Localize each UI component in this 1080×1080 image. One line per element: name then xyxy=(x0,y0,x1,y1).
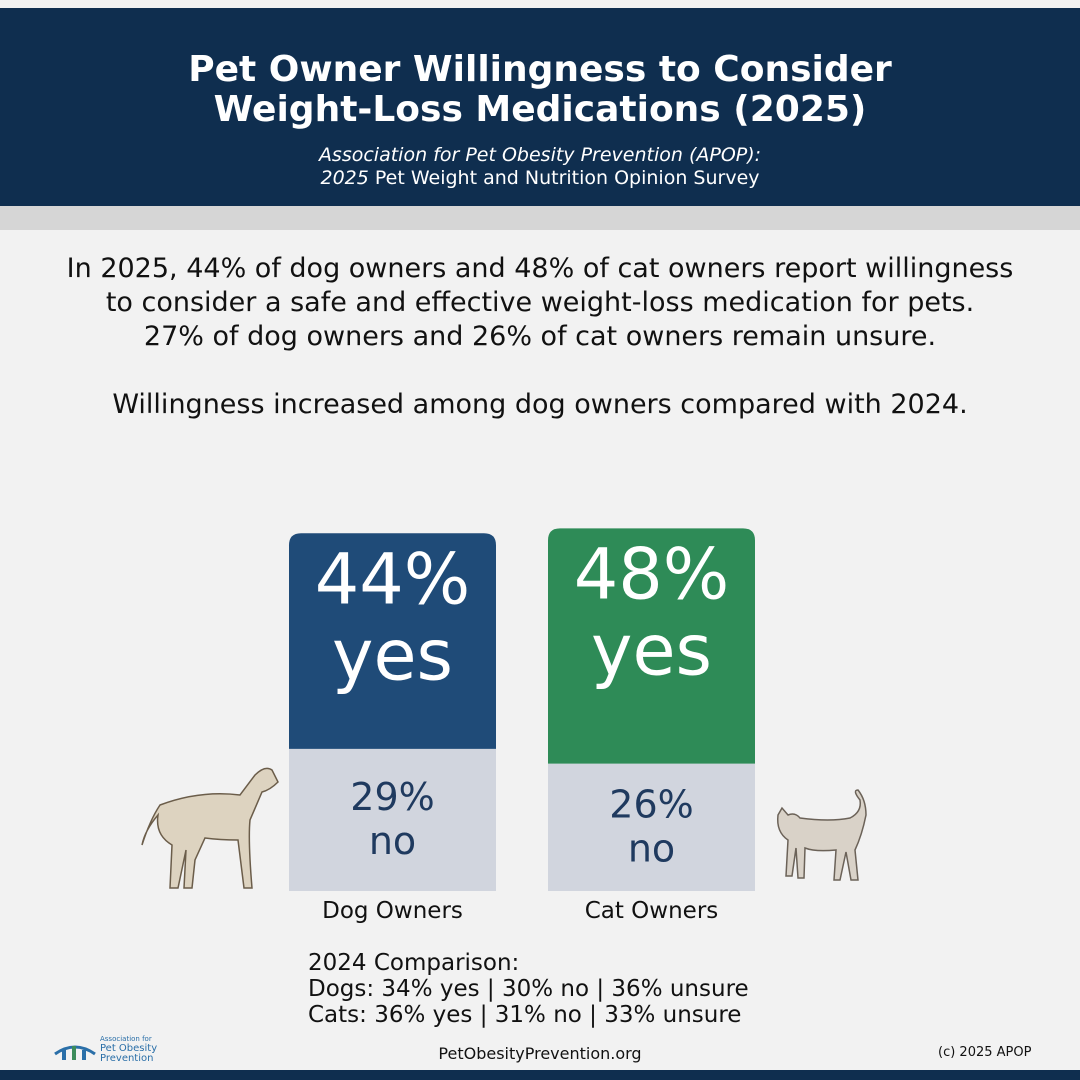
value-label: 48% xyxy=(574,533,730,615)
comparison: 2024 Comparison: Dogs: 34% yes | 30% no … xyxy=(308,950,749,1028)
summary-text: 27% of dog owners and 26% of cat owners … xyxy=(143,321,937,352)
series-label: yes xyxy=(332,614,453,696)
logo-shape xyxy=(62,1050,66,1060)
cat-illustration xyxy=(776,789,867,881)
bar-segment xyxy=(289,748,496,891)
source-line: Association for Pet Obesity Prevention (… xyxy=(318,144,762,166)
dog-illustration xyxy=(141,767,279,889)
category-label: Dog Owners xyxy=(322,898,463,924)
series-label: no xyxy=(369,819,416,863)
header: Pet Owner Willingness to Consider Weight… xyxy=(0,8,1080,206)
summary-text: In 2025, 44% of dog owners and 48% of ca… xyxy=(66,253,1014,318)
bar-segment xyxy=(289,533,496,749)
logo-text: Pet Obesity xyxy=(100,1043,157,1054)
bar-segment xyxy=(548,763,755,891)
series-label: yes xyxy=(591,609,712,691)
logo-text: Prevention xyxy=(100,1053,153,1064)
logo-text: Association for xyxy=(100,1035,152,1043)
value-label: 26% xyxy=(609,782,693,826)
series-label: no xyxy=(628,826,675,870)
bar-segment xyxy=(548,528,755,764)
source-year: 2025 xyxy=(320,167,369,189)
source-line: Pet Weight and Nutrition Opinion Survey xyxy=(374,167,760,189)
logo-shape xyxy=(72,1046,76,1060)
summary-text: Willingness increased among dog owners c… xyxy=(112,389,968,420)
title: Pet Owner Willingness to Consider Weight… xyxy=(188,49,892,130)
logo: Association for Pet Obesity Prevention xyxy=(54,1035,157,1064)
comparison-title: 2024 Comparison: xyxy=(308,950,520,976)
value-label: 29% xyxy=(350,775,434,819)
category-label: Cat Owners xyxy=(585,898,719,924)
copyright: (c) 2025 APOP xyxy=(938,1045,1032,1060)
value-label: 44% xyxy=(315,538,471,620)
footer-bar xyxy=(0,1070,1080,1080)
summary: In 2025, 44% of dog owners and 48% of ca… xyxy=(60,252,1020,422)
comparison-line: Cats: 36% yes | 31% no | 33% unsure xyxy=(308,1002,742,1028)
divider xyxy=(0,206,1080,230)
logo-shape xyxy=(82,1050,86,1060)
source: Association for Pet Obesity Prevention (… xyxy=(0,144,1080,190)
comparison-line: Dogs: 34% yes | 30% no | 36% unsure xyxy=(308,976,749,1002)
website: PetObesityPrevention.org xyxy=(438,1044,642,1063)
